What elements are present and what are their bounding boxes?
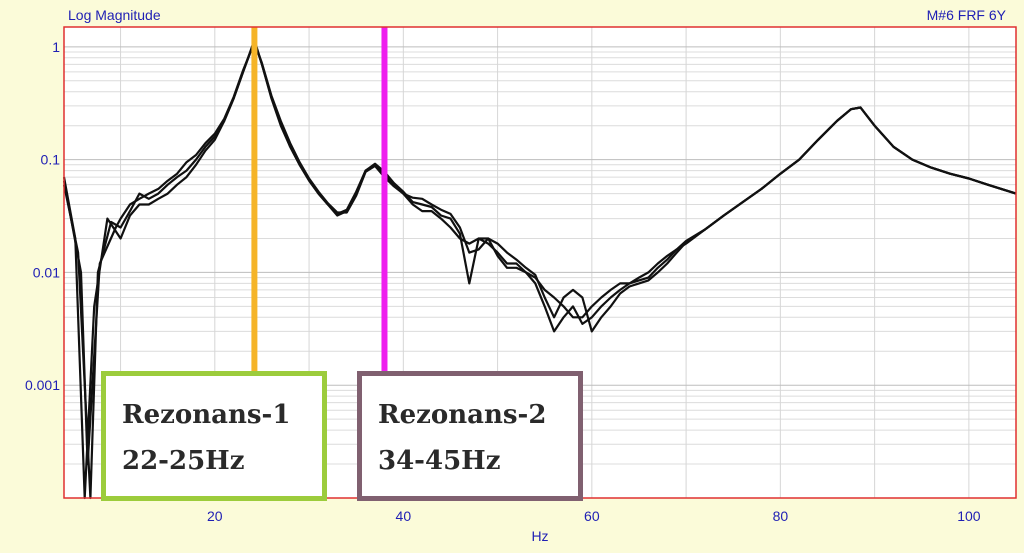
x-tick-label: 20: [207, 508, 223, 524]
annotation-box-resonance-2: Rezonans-2 34-45Hz: [357, 371, 583, 501]
y-tick-label: 1: [52, 39, 60, 55]
annotation-box-resonance-1: Rezonans-1 22-25Hz: [101, 371, 327, 501]
annotation-range-resonance-1: 22-25Hz: [122, 446, 245, 476]
x-tick-label: 80: [773, 508, 789, 524]
y-tick-label: 0.1: [41, 152, 61, 168]
annotation-title-resonance-1: Rezonans-1: [122, 400, 291, 430]
y-tick-label: 0.01: [33, 264, 60, 280]
x-tick-label: 100: [957, 508, 981, 524]
annotation-range-resonance-2: 34-45Hz: [378, 446, 501, 476]
annotation-title-resonance-2: Rezonans-2: [378, 400, 547, 430]
x-tick-label: 60: [584, 508, 600, 524]
chart-title: Log Magnitude: [68, 7, 161, 23]
frf-trace-3: [62, 41, 1017, 466]
x-axis-label: Hz: [531, 528, 548, 544]
chart-subtitle: M#6 FRF 6Y: [926, 7, 1006, 23]
x-tick-label: 40: [396, 508, 412, 524]
y-tick-label: 0.001: [25, 377, 60, 393]
